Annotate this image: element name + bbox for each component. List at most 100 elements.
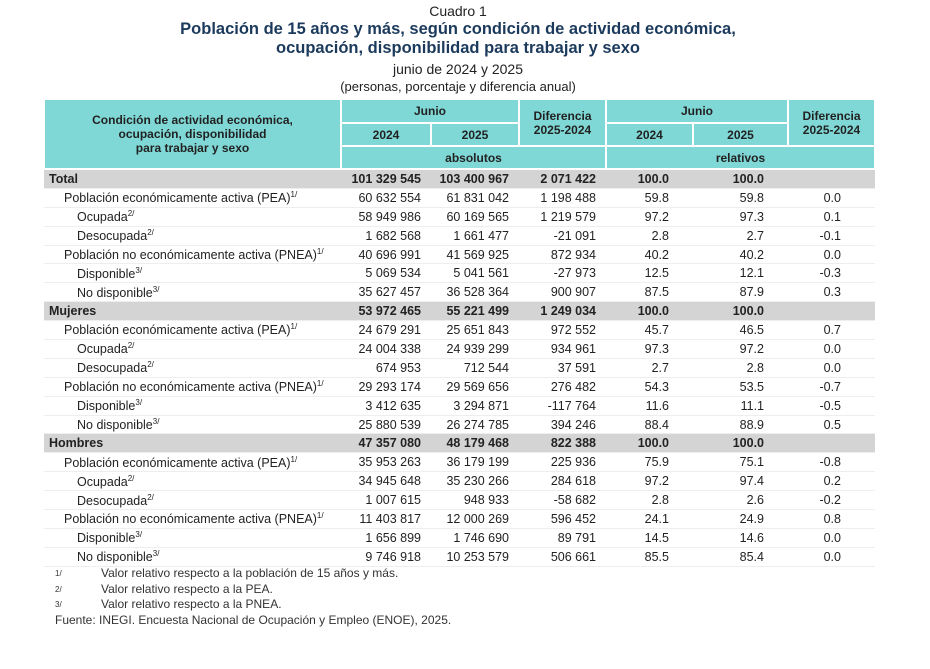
value-cell: 89 791 — [519, 528, 606, 548]
footnote-ref: 1/ — [316, 511, 324, 521]
header-line: 2025-2024 — [802, 122, 861, 137]
value-cell: 276 482 — [519, 377, 606, 397]
notes: 1/Valor relativo respecto a la población… — [55, 566, 451, 628]
value-cell: 596 452 — [519, 509, 606, 529]
value-cell: 97.2 — [606, 471, 693, 492]
table-body: Total 101 329 545 103 400 967 2 071 422 100.… — [44, 169, 875, 567]
period: junio de 2024 y 2025 — [393, 61, 523, 77]
value-cell: 75.1 — [693, 452, 788, 473]
value-cell: 41 569 925 — [431, 245, 519, 265]
value-cell: 2.7 — [606, 358, 693, 378]
row-label-text: Desocupada — [77, 229, 148, 244]
footnote-ref: 1/ — [290, 454, 298, 464]
value-cell: 61 831 042 — [431, 188, 519, 208]
value-cell: 10 253 579 — [431, 547, 519, 567]
value-cell: 0.0 — [788, 528, 875, 548]
table-row: Desocupada2/1 682 568 1 661 477 -21 091 2.8… — [44, 226, 875, 246]
row-label-text: Disponible — [77, 531, 136, 546]
row-label: Población no económicamente activa (PNEA… — [44, 509, 341, 529]
footnote-text: Valor relativo respecto a la PEA. — [101, 581, 273, 596]
value-cell: 34 945 648 — [341, 471, 431, 492]
value-cell: 872 934 — [519, 245, 606, 265]
value-cell: 87.5 — [606, 282, 693, 303]
table-row: Ocupada2/34 945 648 35 230 266 284 618 97.2… — [44, 471, 875, 492]
row-label: Mujeres — [44, 301, 341, 322]
value-cell: 103 400 967 — [431, 169, 519, 189]
row-label-text: Total — [49, 171, 78, 186]
table-row: Desocupada2/674 953 712 544 37 591 2.7 2.8 0.… — [44, 358, 875, 378]
value-cell: 24.9 — [693, 509, 788, 529]
table-row: No disponible3/35 627 457 36 528 364 900 9… — [44, 282, 875, 303]
value-cell: 14.5 — [606, 528, 693, 548]
table-row: Desocupada2/1 007 615 948 933 -58 682 2.8 2.… — [44, 490, 875, 511]
header-line: Diferencia — [802, 108, 861, 123]
value-cell: 40.2 — [606, 245, 693, 265]
unit-header: absolutos — [340, 145, 607, 170]
head-row: 2024 2025 2024 2025 — [44, 122, 875, 147]
value-cell: 100.0 — [606, 433, 693, 454]
value-cell: 55 221 499 — [431, 301, 519, 322]
table-row: No disponible3/9 746 918 10 253 579 506 66… — [44, 547, 875, 567]
footnote-text: Valor relativo respecto a la población d… — [101, 566, 399, 580]
header-line: para trabajar y sexo — [135, 141, 250, 155]
value-cell: 100.0 — [693, 433, 788, 454]
value-cell: 972 552 — [519, 320, 606, 341]
value-cell: 46.5 — [693, 320, 788, 341]
footnote-ref: 2/ — [127, 473, 135, 483]
value-cell: 35 230 266 — [431, 471, 519, 492]
value-cell: 59.8 — [606, 188, 693, 208]
footnote-ref: 1/ — [316, 379, 324, 389]
value-cell: 100.0 — [693, 301, 788, 322]
row-label: Hombres — [44, 433, 341, 454]
value-cell: 12.1 — [693, 263, 788, 284]
value-cell: 11.1 — [693, 396, 788, 416]
value-cell: -0.2 — [788, 490, 875, 511]
year-header: 2025 — [692, 122, 789, 147]
table-row: Hombres 47 357 080 48 179 468 822 388 100.0 1… — [44, 433, 875, 454]
footnote-ref: 3/ — [152, 416, 160, 426]
value-cell: 26 274 785 — [431, 415, 519, 435]
footnote: 1/Valor relativo respecto a la población… — [55, 566, 451, 582]
row-label-text: No disponible — [77, 418, 153, 433]
value-cell: -0.7 — [788, 377, 875, 397]
row-label-text: No disponible — [77, 550, 153, 565]
row-label-text: Ocupada — [77, 474, 128, 489]
row-label: Población económicamente activa (PEA)1/ — [44, 320, 341, 341]
value-cell: 0.0 — [788, 358, 875, 378]
header-line: Diferencia — [533, 108, 592, 123]
footnote-ref: 2/ — [127, 341, 135, 351]
value-cell: 100.0 — [606, 301, 693, 322]
value-cell: 1 682 568 — [341, 226, 431, 246]
row-label-text: Ocupada — [77, 342, 128, 357]
data-table: Condición de actividad económica, ocupaci… — [43, 98, 876, 567]
value-cell: 0.8 — [788, 509, 875, 529]
table-row: Disponible3/1 656 899 1 746 690 89 791 14.5… — [44, 528, 875, 548]
footnote-ref: 3/ — [135, 398, 143, 408]
value-cell: 75.9 — [606, 452, 693, 473]
value-cell: -0.5 — [788, 396, 875, 416]
value-cell: 35 953 263 — [341, 452, 431, 473]
units: (personas, porcentaje y diferencia anual… — [340, 79, 576, 94]
value-cell: 0.0 — [788, 547, 875, 567]
footnote-ref: 1/ — [290, 322, 298, 332]
footnote-ref: 3/ — [135, 530, 143, 540]
value-cell: 54.3 — [606, 377, 693, 397]
row-label: Ocupada2/ — [44, 207, 341, 227]
value-cell: 58 949 986 — [341, 207, 431, 227]
row-label-text: Población económicamente activa (PEA) — [64, 323, 291, 338]
row-label-text: Población económicamente activa (PEA) — [64, 455, 291, 470]
value-cell: 88.4 — [606, 415, 693, 435]
row-label: Ocupada2/ — [44, 471, 341, 492]
value-cell: 900 907 — [519, 282, 606, 303]
value-cell: -21 091 — [519, 226, 606, 246]
value-cell: 60 169 565 — [431, 207, 519, 227]
row-label: Desocupada2/ — [44, 490, 341, 511]
row-label: Disponible3/ — [44, 528, 341, 548]
value-cell: 101 329 545 — [341, 169, 431, 189]
value-cell: 2.8 — [606, 226, 693, 246]
head-row: Condición de actividad económica, ocupaci… — [43, 98, 876, 170]
row-label-text: Mujeres — [49, 304, 97, 319]
value-cell: 40 696 991 — [341, 245, 431, 265]
header-line: Condición de actividad económica, — [92, 113, 293, 127]
